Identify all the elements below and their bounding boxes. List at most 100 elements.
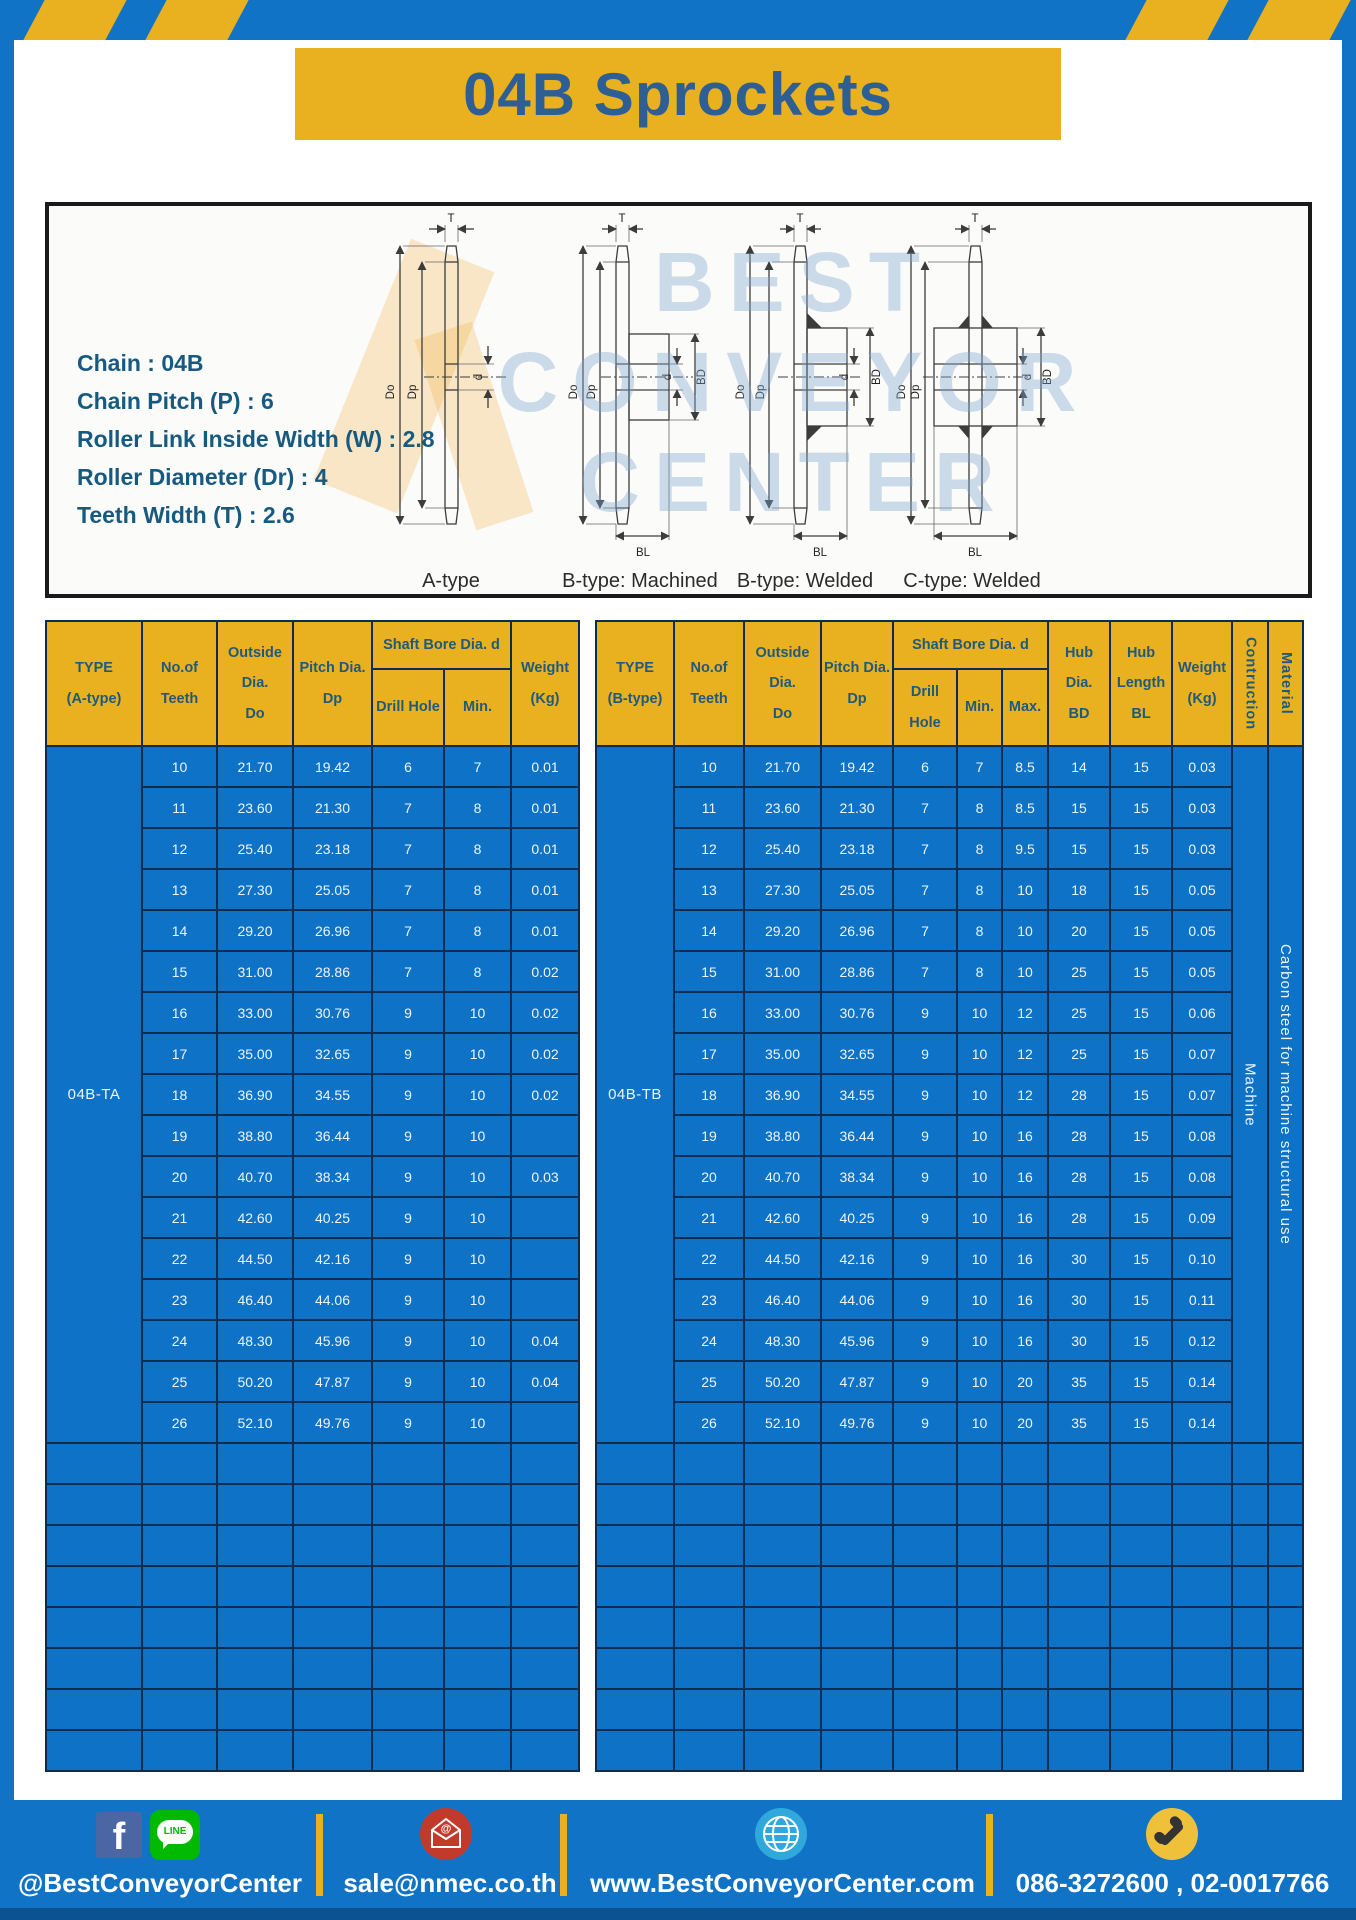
empty-cell — [510, 1606, 581, 1649]
data-cell: 10 — [956, 1319, 1003, 1362]
empty-cell — [1047, 1483, 1112, 1526]
empty-cell — [1109, 1688, 1174, 1731]
data-cell: 9 — [371, 1360, 445, 1403]
col-header-pitch-dia: Pitch Dia. Dp — [820, 620, 894, 747]
col-header-min: Min. — [442, 668, 513, 747]
diagram-panel: BEST CONVEYOR CENTER Chain : 04B Chain P… — [45, 202, 1312, 598]
data-cell: 15 — [1047, 827, 1112, 870]
data-cell: 16 — [1000, 1196, 1050, 1239]
data-cell: 17 — [673, 1032, 745, 1075]
empty-cell — [673, 1729, 745, 1772]
empty-cell — [45, 1565, 143, 1608]
data-cell: 10 — [956, 1196, 1003, 1239]
data-cell: 19.42 — [292, 745, 373, 788]
data-cell: 15 — [1109, 909, 1174, 952]
data-cell: 42.16 — [292, 1237, 373, 1280]
empty-cell — [216, 1442, 294, 1485]
empty-cell — [1231, 1688, 1270, 1731]
email-label: sale@nmec.co.th — [343, 1868, 557, 1898]
empty-cell — [442, 1442, 513, 1485]
data-cell: 44.06 — [820, 1278, 894, 1321]
data-cell: 45.96 — [820, 1319, 894, 1362]
empty-cell — [510, 1524, 581, 1567]
table-row: 17 35.00 32.65 9 10 12 25 15 0.07 — [596, 1032, 1303, 1075]
table-row: 13 27.30 25.05 7 8 10 18 15 0.05 — [596, 868, 1303, 911]
data-cell: 12 — [673, 827, 745, 870]
spec-line: Teeth Width (T) : 2.6 — [77, 502, 295, 528]
data-cell: 7 — [371, 868, 445, 911]
empty-cell — [1047, 1606, 1112, 1649]
data-cell: 31.00 — [743, 950, 822, 993]
data-cell: 7 — [892, 950, 958, 993]
data-cell: 24 — [141, 1319, 218, 1362]
empty-cell — [1047, 1647, 1112, 1690]
data-cell: 17 — [141, 1032, 218, 1075]
data-cell: 47.87 — [292, 1360, 373, 1403]
empty-cell — [673, 1565, 745, 1608]
data-cell: 10 — [442, 1401, 513, 1444]
empty-cell — [141, 1524, 218, 1567]
empty-cell — [1231, 1647, 1270, 1690]
data-cell: 36.90 — [216, 1073, 294, 1116]
type-cell: 04B-TB — [595, 745, 675, 1444]
empty-cell — [292, 1647, 373, 1690]
dim-label-bl: BL — [636, 547, 651, 559]
data-cell: 23.60 — [743, 786, 822, 829]
empty-row — [595, 1524, 1305, 1567]
empty-cell — [1047, 1729, 1112, 1772]
empty-cell — [442, 1524, 513, 1567]
data-cell: 26 — [673, 1401, 745, 1444]
spec-line: Chain Pitch (P) : 6 — [77, 388, 274, 414]
empty-cell — [1000, 1606, 1050, 1649]
empty-cell — [1267, 1729, 1305, 1772]
col-header-weight: Weight (Kg) — [510, 620, 581, 747]
dim-label-do: Do — [385, 385, 397, 400]
data-cell: 38.34 — [820, 1155, 894, 1198]
data-cell: 44.50 — [743, 1237, 822, 1280]
col-header-outside-dia: Outside Dia. Do — [743, 620, 822, 747]
empty-row — [45, 1729, 581, 1772]
empty-cell — [595, 1647, 675, 1690]
col-header-pitch-dia: Pitch Dia. Dp — [292, 620, 373, 747]
data-cell: 28 — [1047, 1073, 1112, 1116]
empty-cell — [1171, 1524, 1234, 1567]
empty-cell — [141, 1483, 218, 1526]
empty-cell — [1231, 1606, 1270, 1649]
empty-cell — [216, 1647, 294, 1690]
empty-cell — [892, 1442, 958, 1485]
dim-label-d: d — [662, 374, 674, 380]
data-cell: 40.25 — [292, 1196, 373, 1239]
data-cell: 52.10 — [743, 1401, 822, 1444]
data-cell: 10 — [442, 1073, 513, 1116]
empty-cell — [1000, 1483, 1050, 1526]
data-cell: 7 — [371, 950, 445, 993]
table-row: 16 33.00 30.76 9 10 12 25 15 0.06 — [596, 991, 1303, 1034]
col-header-type: TYPE (B-type) — [595, 620, 675, 747]
empty-row — [45, 1483, 581, 1526]
empty-cell — [673, 1647, 745, 1690]
empty-cell — [820, 1483, 894, 1526]
empty-cell — [1267, 1688, 1305, 1731]
phone-label: 086-3272600 , 02-0017766 — [1015, 1868, 1330, 1898]
data-cell: 24 — [673, 1319, 745, 1362]
data-cell: 15 — [1109, 1073, 1174, 1116]
empty-cell — [216, 1606, 294, 1649]
data-cell: 8 — [956, 786, 1003, 829]
data-cell: 15 — [1109, 1401, 1174, 1444]
empty-row — [45, 1565, 581, 1608]
data-cell: 0.02 — [510, 1073, 581, 1116]
data-cell: 9 — [371, 1196, 445, 1239]
data-cell: 30.76 — [292, 991, 373, 1034]
table-row: 23 46.40 44.06 9 10 — [46, 1278, 581, 1321]
data-cell: 10 — [956, 1237, 1003, 1280]
empty-cell — [371, 1483, 445, 1526]
data-cell: 38.80 — [743, 1114, 822, 1157]
data-cell: 15 — [1109, 1360, 1174, 1403]
data-cell: 40.70 — [743, 1155, 822, 1198]
data-cell: 0.02 — [510, 950, 581, 993]
empty-cell — [1000, 1524, 1050, 1567]
figure-caption: C-type: Welded — [903, 570, 1041, 592]
data-cell: 0.04 — [510, 1360, 581, 1403]
empty-cell — [442, 1565, 513, 1608]
data-cell — [510, 1237, 581, 1280]
